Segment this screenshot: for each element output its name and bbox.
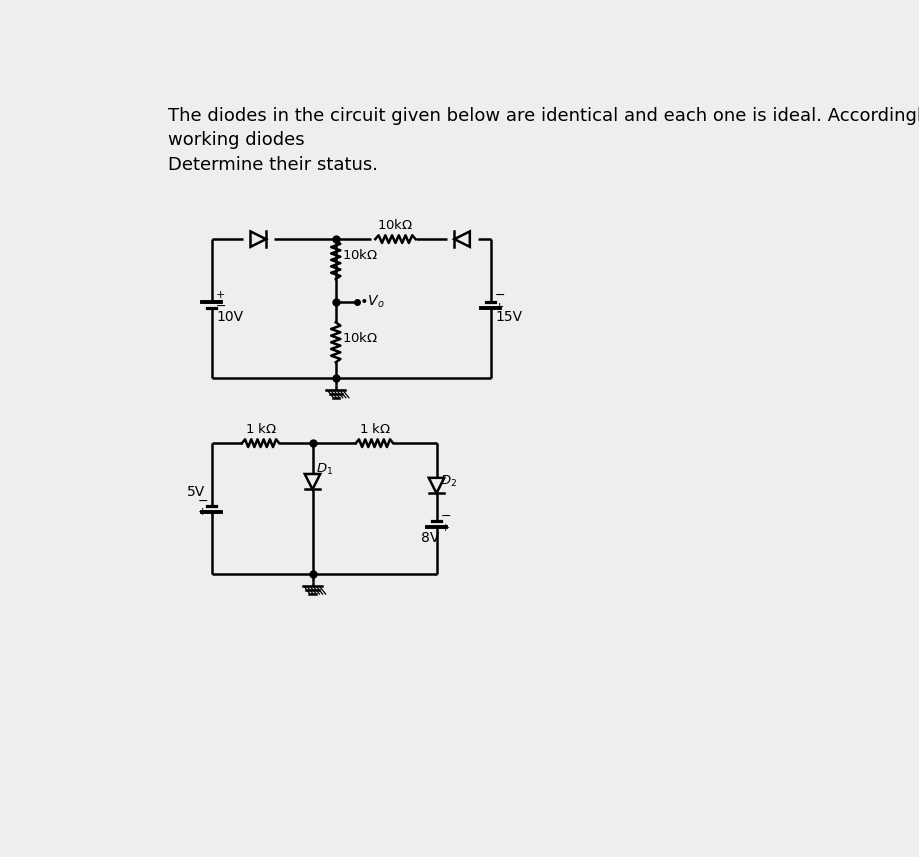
Text: +: + (198, 507, 207, 518)
Text: Determine their status.: Determine their status. (167, 156, 378, 174)
Text: 8V: 8V (421, 530, 439, 545)
Text: 10V: 10V (216, 310, 244, 324)
Text: 10k$\Omega$: 10k$\Omega$ (378, 219, 414, 232)
Text: 10k$\Omega$: 10k$\Omega$ (342, 248, 378, 261)
Text: +: + (216, 291, 225, 300)
Text: 1 k$\Omega$: 1 k$\Omega$ (244, 423, 277, 436)
Text: −: − (198, 494, 209, 507)
Text: 5V: 5V (187, 485, 205, 499)
Text: +: + (494, 302, 504, 312)
Text: 1 k$\Omega$: 1 k$\Omega$ (358, 423, 391, 436)
Text: $D_2$: $D_2$ (440, 474, 458, 489)
Text: +: + (440, 523, 449, 533)
Text: −: − (494, 289, 505, 302)
Text: $\bullet V_o$: $\bullet V_o$ (359, 294, 385, 310)
Text: −: − (440, 510, 451, 523)
Text: 10k$\Omega$: 10k$\Omega$ (342, 331, 378, 345)
Text: $D_1$: $D_1$ (316, 462, 334, 476)
Text: The diodes in the circuit given below are identical and each one is ideal. Accor: The diodes in the circuit given below ar… (167, 106, 919, 124)
Text: −: − (216, 301, 226, 314)
Text: 15V: 15V (495, 310, 523, 324)
Text: working diodes: working diodes (167, 131, 304, 149)
